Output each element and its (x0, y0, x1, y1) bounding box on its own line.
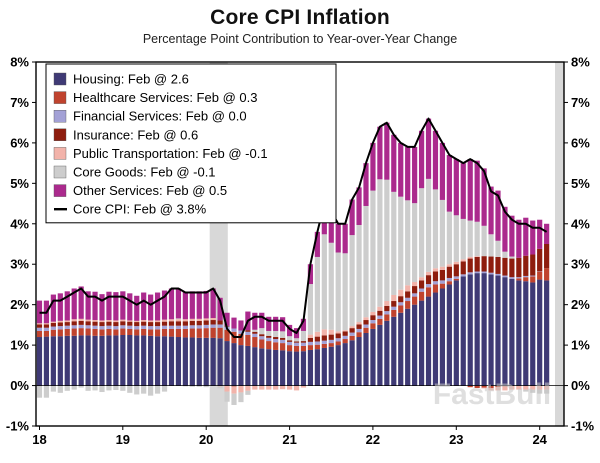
svg-text:24: 24 (532, 432, 547, 447)
svg-text:Healthcare Services: Feb @ 0.3: Healthcare Services: Feb @ 0.3 (73, 90, 257, 105)
svg-text:7%: 7% (10, 95, 29, 110)
svg-text:2%: 2% (571, 297, 590, 312)
svg-text:21: 21 (282, 432, 296, 447)
svg-text:Insurance: Feb @ 0.6: Insurance: Feb @ 0.6 (73, 127, 198, 142)
svg-text:8%: 8% (571, 55, 590, 70)
svg-text:3%: 3% (10, 257, 29, 272)
chart-canvas: FastBull -1% -1% 0% 0% 1% 1% 2% 2% 3% 3% 4% 4% 5% 5% 6%… (0, 50, 600, 460)
svg-text:4%: 4% (571, 216, 590, 231)
chart-title: Core CPI Inflation (0, 0, 600, 30)
svg-text:-1%: -1% (6, 419, 30, 434)
svg-text:5%: 5% (10, 176, 29, 191)
svg-text:7%: 7% (571, 95, 590, 110)
svg-text:-1%: -1% (571, 419, 595, 434)
x-axis-labels: 18 19 20 21 22 23 24 (32, 426, 547, 447)
svg-text:1%: 1% (571, 338, 590, 353)
svg-text:Other Services: Feb @ 0.5: Other Services: Feb @ 0.5 (73, 183, 227, 198)
chart-subtitle: Percentage Point Contribution to Year-ov… (0, 32, 600, 46)
svg-text:23: 23 (449, 432, 463, 447)
svg-text:19: 19 (116, 432, 130, 447)
watermark: FastBull (433, 378, 551, 411)
svg-text:6%: 6% (571, 135, 590, 150)
svg-text:22: 22 (366, 432, 380, 447)
svg-text:18: 18 (32, 432, 46, 447)
svg-text:2%: 2% (10, 297, 29, 312)
svg-text:Public Transportation: Feb @ -: Public Transportation: Feb @ -0.1 (73, 146, 268, 161)
svg-text:Core CPI: Feb @ 3.8%: Core CPI: Feb @ 3.8% (73, 202, 207, 217)
svg-text:Financial Services: Feb @ 0.0: Financial Services: Feb @ 0.0 (73, 109, 247, 124)
svg-text:1%: 1% (10, 338, 29, 353)
svg-text:5%: 5% (571, 176, 590, 191)
svg-text:Core Goods: Feb @ -0.1: Core Goods: Feb @ -0.1 (73, 165, 216, 180)
core-cpi-chart: FastBull -1% -1% 0% 0% 1% 1% 2% 2% 3% 3% 4% 4% 5% 5% 6%… (0, 50, 600, 458)
svg-text:4%: 4% (10, 216, 29, 231)
svg-text:20: 20 (199, 432, 213, 447)
svg-text:Housing: Feb @ 2.6: Housing: Feb @ 2.6 (73, 72, 189, 87)
svg-text:0%: 0% (10, 378, 29, 393)
svg-text:0%: 0% (571, 378, 590, 393)
svg-text:8%: 8% (10, 55, 29, 70)
svg-text:6%: 6% (10, 135, 29, 150)
svg-text:3%: 3% (571, 257, 590, 272)
legend: Housing: Feb @ 2.6 Healthcare Services: F… (46, 64, 336, 223)
